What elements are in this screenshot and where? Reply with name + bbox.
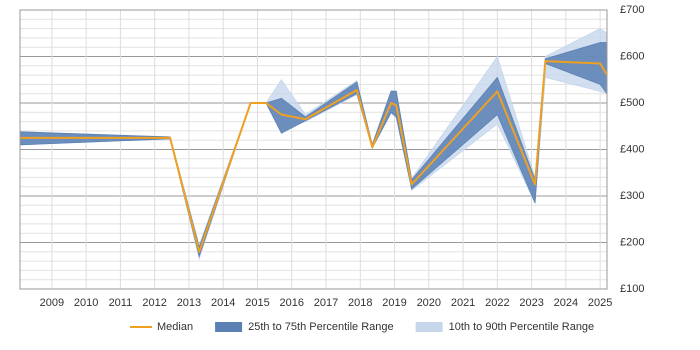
y-tick-label: £700 <box>620 4 644 16</box>
legend: Median 25th to 75th Percentile Range 10th … <box>130 321 594 333</box>
y-tick-label: £300 <box>620 190 644 202</box>
x-tick-label: 2012 <box>142 297 166 309</box>
legend-label: Median <box>157 321 193 333</box>
median-line <box>20 60 608 253</box>
x-tick-label: 2017 <box>314 297 338 309</box>
legend-swatch <box>415 322 443 332</box>
x-tick-label: 2010 <box>74 297 98 309</box>
x-tick-label: 2021 <box>451 297 475 309</box>
x-tick-label: 2014 <box>211 297 235 309</box>
x-tick-label: 2011 <box>109 297 133 309</box>
x-tick-label: 2009 <box>40 297 64 309</box>
legend-label: 10th to 90th Percentile Range <box>449 321 595 333</box>
plot-frame <box>19 9 608 290</box>
x-tick-label: 2013 <box>177 297 201 309</box>
legend-swatch <box>215 322 243 332</box>
axes: £100 £200 £300 £400 £500 £600 £700 2009 2010 2011… <box>19 4 644 309</box>
x-tick-label: 2020 <box>417 297 441 309</box>
y-tick-label: £400 <box>620 143 644 155</box>
x-tick-label: 2023 <box>519 297 543 309</box>
x-tick-label: 2022 <box>485 297 509 309</box>
y-tick-label: £200 <box>620 236 644 248</box>
y-tick-label: £500 <box>620 97 644 109</box>
y-tick-label: £100 <box>620 283 644 295</box>
grid <box>20 9 607 290</box>
x-tick-label: 2018 <box>348 297 372 309</box>
lines <box>20 60 608 253</box>
x-tick-label: 2019 <box>382 297 406 309</box>
x-tick-label: 2015 <box>245 297 269 309</box>
y-tick-label: £600 <box>620 50 644 62</box>
legend-label: 25th to 75th Percentile Range <box>248 321 394 333</box>
x-tick-label: 2024 <box>554 297 578 309</box>
x-tick-label: 2025 <box>588 297 612 309</box>
x-tick-label: 2016 <box>279 297 303 309</box>
